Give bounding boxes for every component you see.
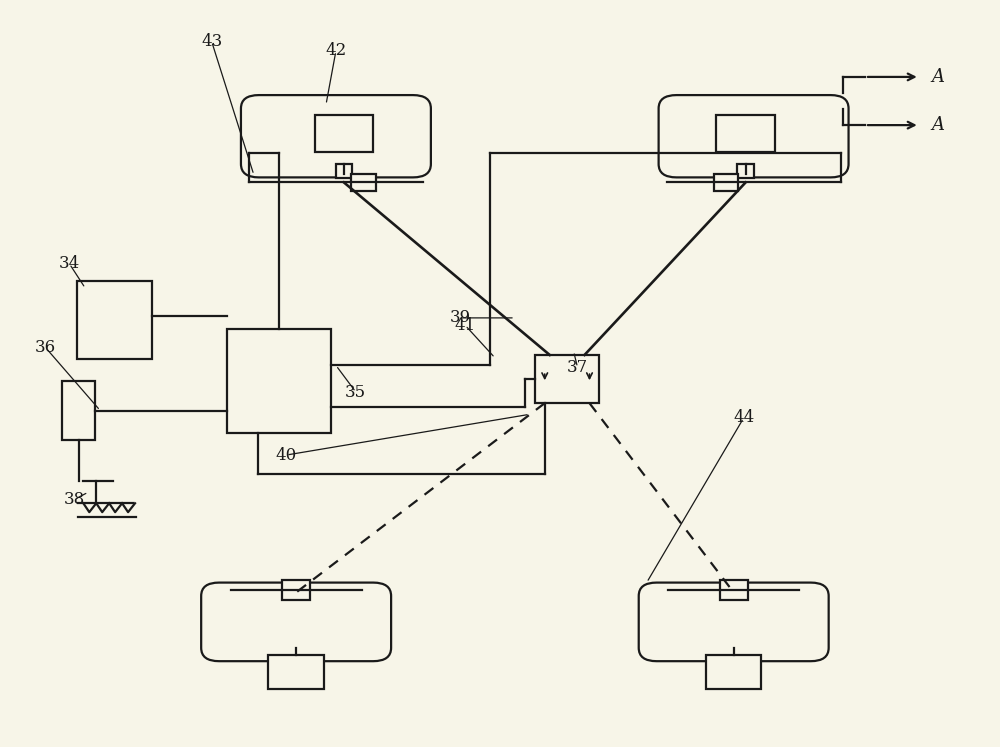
Bar [706,655,761,689]
Text: 42: 42 [325,43,347,60]
Text: 37: 37 [567,359,588,376]
Bar [336,164,352,178]
Text: 39: 39 [450,309,471,326]
Bar [77,281,152,359]
Text: A: A [932,68,945,86]
Bar [227,329,331,433]
Text: 40: 40 [276,447,297,464]
Bar [716,115,775,152]
Text: A: A [932,116,945,134]
Bar [315,115,373,152]
Text: 44: 44 [733,409,754,427]
Text: 35: 35 [345,383,366,400]
FancyBboxPatch shape [659,95,849,177]
Bar [62,381,95,440]
Text: 34: 34 [59,255,80,272]
Bar [535,355,599,403]
Text: 36: 36 [35,339,56,356]
FancyBboxPatch shape [201,583,391,661]
Bar [351,174,376,190]
FancyBboxPatch shape [241,95,431,177]
Text: 38: 38 [64,491,85,508]
Bar [720,580,748,600]
Bar [268,655,324,689]
Bar [714,174,738,190]
Bar [282,580,310,600]
Text: 43: 43 [201,33,222,50]
Text: 41: 41 [455,317,476,334]
FancyBboxPatch shape [639,583,829,661]
Bar [737,164,754,178]
